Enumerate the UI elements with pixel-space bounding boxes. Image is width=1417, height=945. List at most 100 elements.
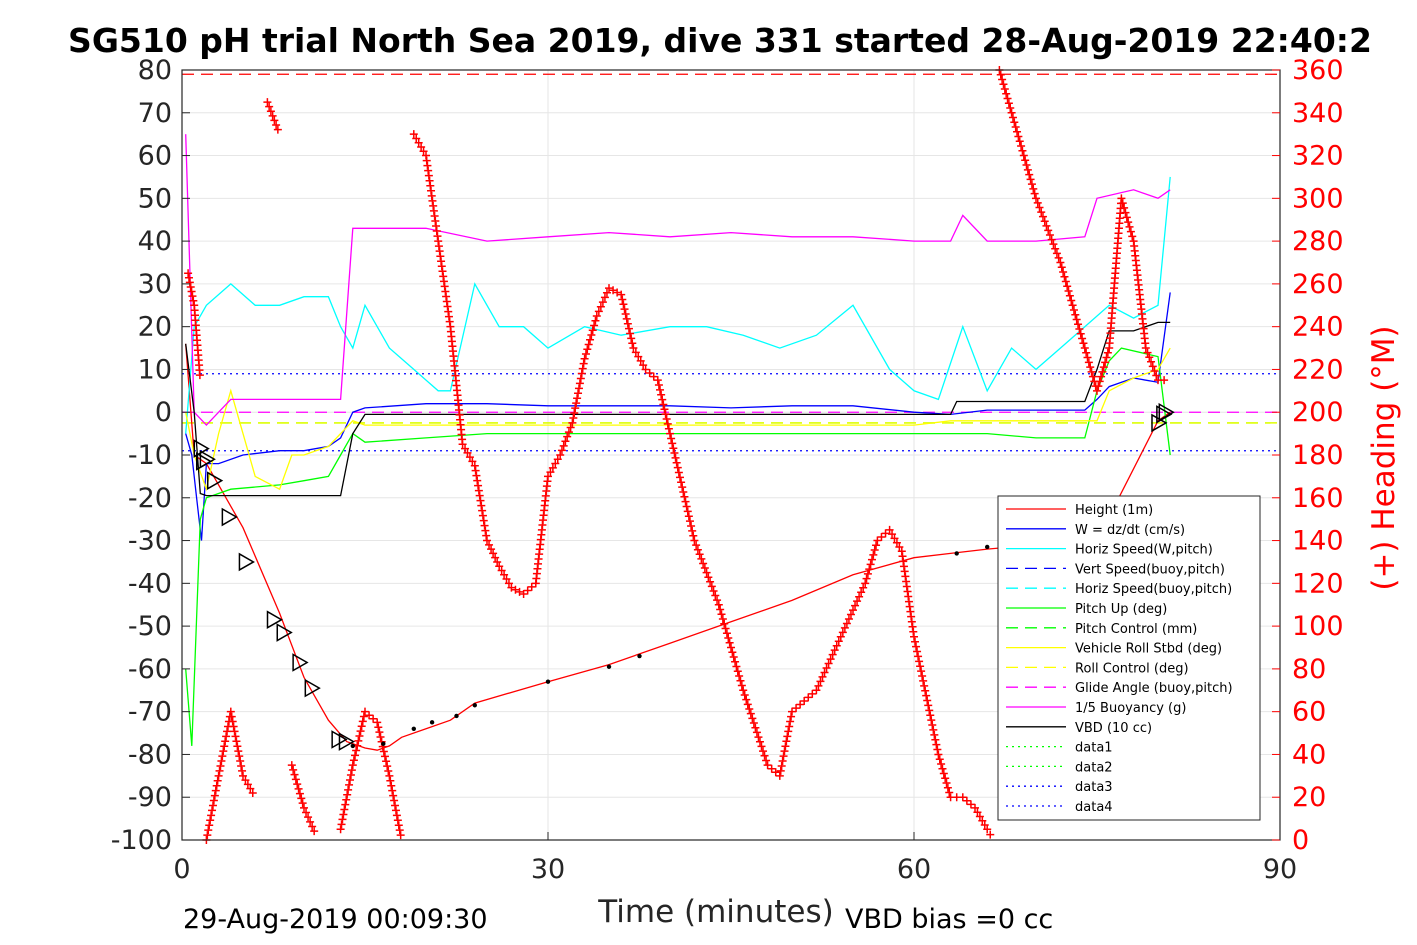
heading-point xyxy=(787,712,796,721)
heading-point xyxy=(576,374,585,383)
heading-point xyxy=(393,816,402,825)
left-tick-label: -90 xyxy=(128,782,172,813)
heading-point xyxy=(1097,372,1106,381)
heading-point xyxy=(627,334,636,343)
heading-point xyxy=(689,531,698,540)
heading-point xyxy=(1042,221,1051,230)
heading-point xyxy=(645,369,654,378)
heading-point xyxy=(248,788,257,797)
heading-point xyxy=(1014,132,1023,141)
right-tick-label: 140 xyxy=(1292,526,1344,557)
legend-label: 1/5 Buoyancy (g) xyxy=(1075,701,1186,716)
dot-marker xyxy=(429,720,435,725)
heading-point xyxy=(1083,353,1092,362)
left-tick-label: -80 xyxy=(128,739,172,770)
heading-point xyxy=(808,689,817,698)
legend-label: W = dz/dt (cm/s) xyxy=(1075,523,1185,538)
heading-point xyxy=(930,730,939,739)
heading-point xyxy=(266,107,275,116)
heading-point xyxy=(246,784,255,793)
heading-point xyxy=(918,672,927,681)
heading-point xyxy=(580,354,589,363)
heading-point xyxy=(672,458,681,467)
heading-point xyxy=(975,812,984,821)
right-tick-label: 20 xyxy=(1292,782,1326,813)
legend-label: VBD (10 cc) xyxy=(1075,721,1152,736)
heading-point xyxy=(1015,137,1024,146)
heading-point xyxy=(724,633,733,642)
heading-point xyxy=(1160,376,1169,385)
heading-point xyxy=(870,546,879,555)
heading-point xyxy=(348,761,357,770)
heading-point xyxy=(1118,199,1127,208)
heading-point xyxy=(189,296,198,305)
heading-point xyxy=(468,457,477,466)
heading-point xyxy=(482,531,491,540)
heading-point xyxy=(796,700,805,709)
heading-point xyxy=(375,728,384,737)
left-tick-label: -50 xyxy=(128,611,172,642)
heading-point xyxy=(618,295,627,304)
heading-point xyxy=(877,532,886,541)
triangle-marker xyxy=(266,610,284,629)
heading-point xyxy=(579,359,588,368)
heading-point xyxy=(308,822,317,831)
dot-marker xyxy=(637,653,642,659)
heading-point xyxy=(218,752,227,761)
heading-point xyxy=(1018,146,1027,155)
heading-point xyxy=(745,704,754,713)
heading-point xyxy=(414,138,423,147)
heading-point xyxy=(674,468,683,477)
heading-point xyxy=(1067,296,1076,305)
series-line xyxy=(185,176,1171,434)
heading-point xyxy=(1103,348,1112,357)
heading-point xyxy=(1072,315,1081,324)
heading-point xyxy=(220,742,229,751)
heading-point xyxy=(207,811,216,820)
heading-point xyxy=(577,369,586,378)
heading-point xyxy=(389,791,398,800)
heading-point xyxy=(1002,89,1011,98)
heading-point xyxy=(385,771,394,780)
heading-point xyxy=(474,486,483,495)
heading-point xyxy=(664,424,673,433)
heading-point xyxy=(566,423,575,432)
heading-point xyxy=(660,405,669,414)
dot-marker xyxy=(454,713,459,719)
heading-point xyxy=(310,827,319,836)
triangle-marker xyxy=(292,653,309,672)
heading-point xyxy=(476,496,485,505)
heading-point xyxy=(481,526,490,535)
legend-label: Height (1m) xyxy=(1075,503,1153,518)
heading-point xyxy=(349,756,358,765)
heading-point xyxy=(890,534,899,543)
heading-point xyxy=(581,349,590,358)
heading-point xyxy=(925,706,934,715)
heading-point xyxy=(340,805,349,814)
heading-point xyxy=(548,463,557,472)
heading-point xyxy=(298,799,307,808)
heading-point xyxy=(942,778,951,787)
left-axis-ticks: 80 70 60 50 40 30 20 10 0 -10 -20 -30 -40 -50 -60 -70 -8… xyxy=(111,55,190,856)
right-axis-label: (+) Heading (°M) xyxy=(1366,325,1402,590)
heading-series xyxy=(184,66,1169,844)
heading-point xyxy=(382,757,391,766)
heading-point xyxy=(1069,306,1078,315)
heading-point xyxy=(619,300,628,309)
heading-point xyxy=(583,345,592,354)
heading-point xyxy=(1071,310,1080,319)
bottom-tick-label: 60 xyxy=(897,854,931,885)
heading-point xyxy=(916,662,925,671)
bottom-axis-ticks: 0 30 60 90 xyxy=(173,832,1297,885)
heading-point xyxy=(731,657,740,666)
heading-point xyxy=(692,541,701,550)
heading-point xyxy=(892,538,901,547)
heading-point xyxy=(929,725,938,734)
heading-point xyxy=(971,803,979,812)
heading-point xyxy=(986,830,995,839)
heading-point xyxy=(302,808,311,817)
heading-point xyxy=(759,747,768,756)
heading-point xyxy=(1065,291,1074,300)
heading-point xyxy=(732,662,741,671)
